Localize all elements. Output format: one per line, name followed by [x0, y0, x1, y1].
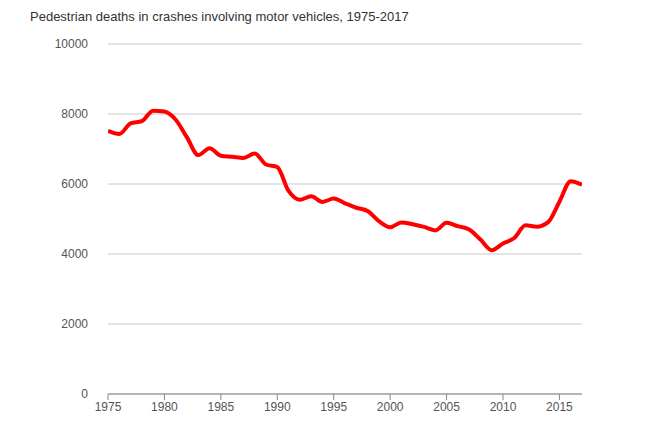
svg-text:1975: 1975: [95, 400, 122, 414]
svg-text:1995: 1995: [320, 400, 347, 414]
svg-text:6000: 6000: [61, 177, 88, 191]
svg-text:2010: 2010: [490, 400, 517, 414]
svg-text:10000: 10000: [55, 37, 89, 51]
svg-text:1985: 1985: [208, 400, 235, 414]
svg-text:0: 0: [81, 387, 88, 401]
svg-text:2000: 2000: [61, 317, 88, 331]
svg-text:1980: 1980: [151, 400, 178, 414]
svg-text:1990: 1990: [264, 400, 291, 414]
svg-text:2015: 2015: [546, 400, 573, 414]
svg-text:8000: 8000: [61, 107, 88, 121]
svg-text:2005: 2005: [433, 400, 460, 414]
svg-text:2000: 2000: [377, 400, 404, 414]
svg-text:4000: 4000: [61, 247, 88, 261]
html-text:Pedestrian deaths in crashes i: Pedestrian deaths in crashes involving m…: [30, 9, 409, 24]
